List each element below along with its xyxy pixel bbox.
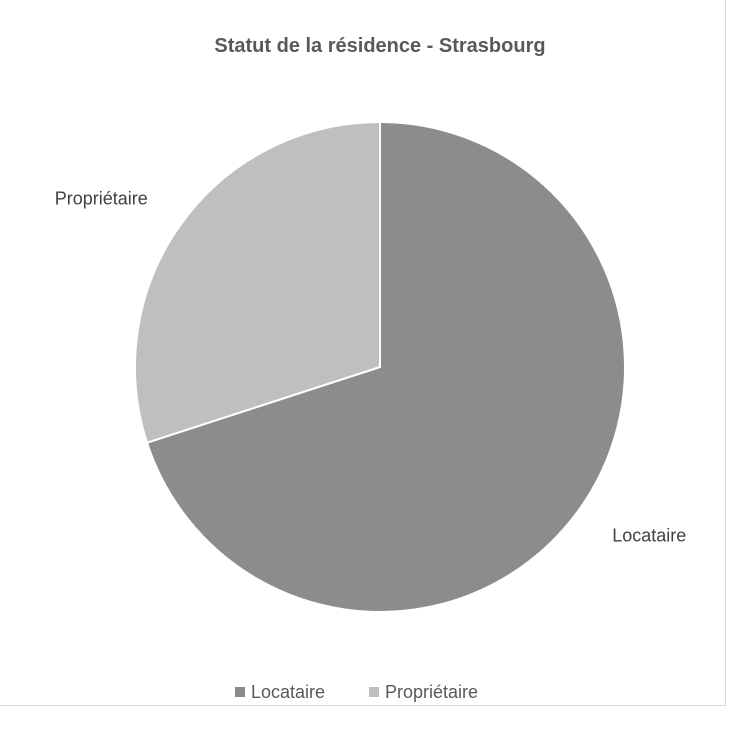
chart-title: Statut de la résidence - Strasbourg — [214, 35, 545, 57]
legend-label-2: Propriétaire — [385, 682, 478, 702]
slice-labels: Locataire Propriétaire — [55, 188, 686, 545]
slice-label-proprietaire: Propriétaire — [55, 188, 148, 208]
pie-slice-locataire — [145, 120, 626, 613]
pie-slices — [134, 120, 626, 613]
slice-label-locataire: Locataire — [612, 526, 686, 546]
pie-slice-proprietaire — [134, 120, 381, 444]
legend-swatch-2 — [369, 687, 379, 697]
legend-swatch-1 — [235, 687, 245, 697]
chart-legend: Locataire Propriétaire — [235, 682, 478, 702]
legend-label-1: Locataire — [251, 682, 325, 702]
